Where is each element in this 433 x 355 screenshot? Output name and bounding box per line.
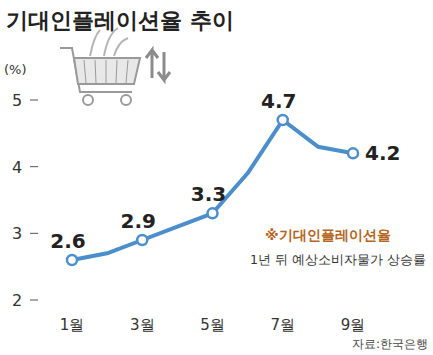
- data-label: 4.2: [365, 141, 400, 165]
- x-tick-label: 5월: [200, 316, 225, 334]
- chart-container: 기대인플레이션율 추이 (%) 2 3 4 5 1월 3월 5월 7월 9월 2.6 2.9 3.3 4.7…: [0, 0, 433, 355]
- cart-grid: [126, 60, 128, 83]
- point-marker: [137, 235, 147, 245]
- cart-wheel: [121, 95, 131, 105]
- cart-icon: [60, 28, 170, 105]
- y-tick-label: 4: [12, 158, 22, 177]
- y-tick-label: 3: [12, 224, 22, 243]
- x-tick-label: 7월: [270, 316, 295, 334]
- point-marker: [208, 208, 218, 218]
- data-label: 2.6: [50, 229, 85, 253]
- y-tick-label: 2: [12, 291, 22, 310]
- point-marker: [278, 115, 288, 125]
- x-tick-label: 3월: [130, 316, 155, 334]
- x-tick-label: 9월: [341, 316, 366, 334]
- annotation: ※기대인플레이션율: [265, 227, 391, 243]
- data-label: 2.9: [121, 209, 156, 233]
- y-tick: [30, 166, 38, 167]
- cart-wheel: [83, 95, 93, 105]
- y-tick-label: 5: [12, 91, 22, 110]
- arrow-down: [158, 52, 170, 80]
- cart-grid: [106, 60, 107, 83]
- data-label: 4.7: [261, 89, 296, 113]
- point-marker: [67, 255, 77, 265]
- arrow-up: [146, 50, 158, 78]
- y-tick: [30, 233, 38, 234]
- cart-grid: [95, 60, 96, 83]
- y-tick: [30, 100, 38, 101]
- x-tick-label: 1월: [60, 316, 85, 334]
- point-marker: [348, 148, 358, 158]
- data-label: 3.3: [191, 182, 226, 206]
- source: 자료:한국은행: [352, 337, 428, 351]
- y-axis-label: (%): [4, 62, 27, 77]
- y-tick: [30, 300, 38, 301]
- cart-basket: [74, 58, 140, 84]
- chart-svg: 기대인플레이션율 추이 (%) 2 3 4 5 1월 3월 5월 7월 9월 2.6 2.9 3.3 4.7…: [0, 0, 433, 355]
- cart-grid: [116, 60, 117, 83]
- cart-veg: [90, 28, 128, 56]
- title: 기대인플레이션율 추이: [6, 8, 234, 33]
- cart-grid: [84, 60, 86, 83]
- annotation: 1년 뒤 예상소비자물가 상승률: [250, 252, 426, 267]
